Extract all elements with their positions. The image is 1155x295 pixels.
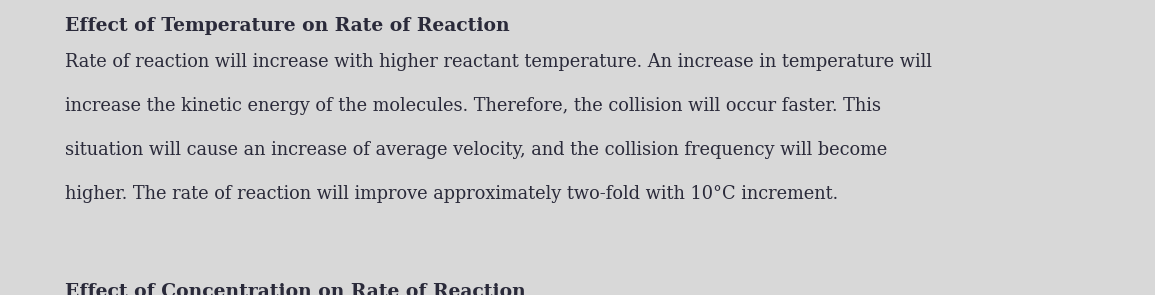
Text: higher. The rate of reaction will improve approximately two-fold with 10°C incre: higher. The rate of reaction will improv… (65, 185, 839, 203)
Text: increase the kinetic energy of the molecules. Therefore, the collision will occu: increase the kinetic energy of the molec… (65, 97, 881, 115)
Text: Effect of Concentration on Rate of Reaction: Effect of Concentration on Rate of React… (65, 283, 526, 295)
Text: Effect of Temperature on Rate of Reaction: Effect of Temperature on Rate of Reactio… (65, 17, 509, 35)
Text: Rate of reaction will increase with higher reactant temperature. An increase in : Rate of reaction will increase with high… (65, 53, 932, 71)
Text: situation will cause an increase of average velocity, and the collision frequenc: situation will cause an increase of aver… (65, 141, 887, 159)
